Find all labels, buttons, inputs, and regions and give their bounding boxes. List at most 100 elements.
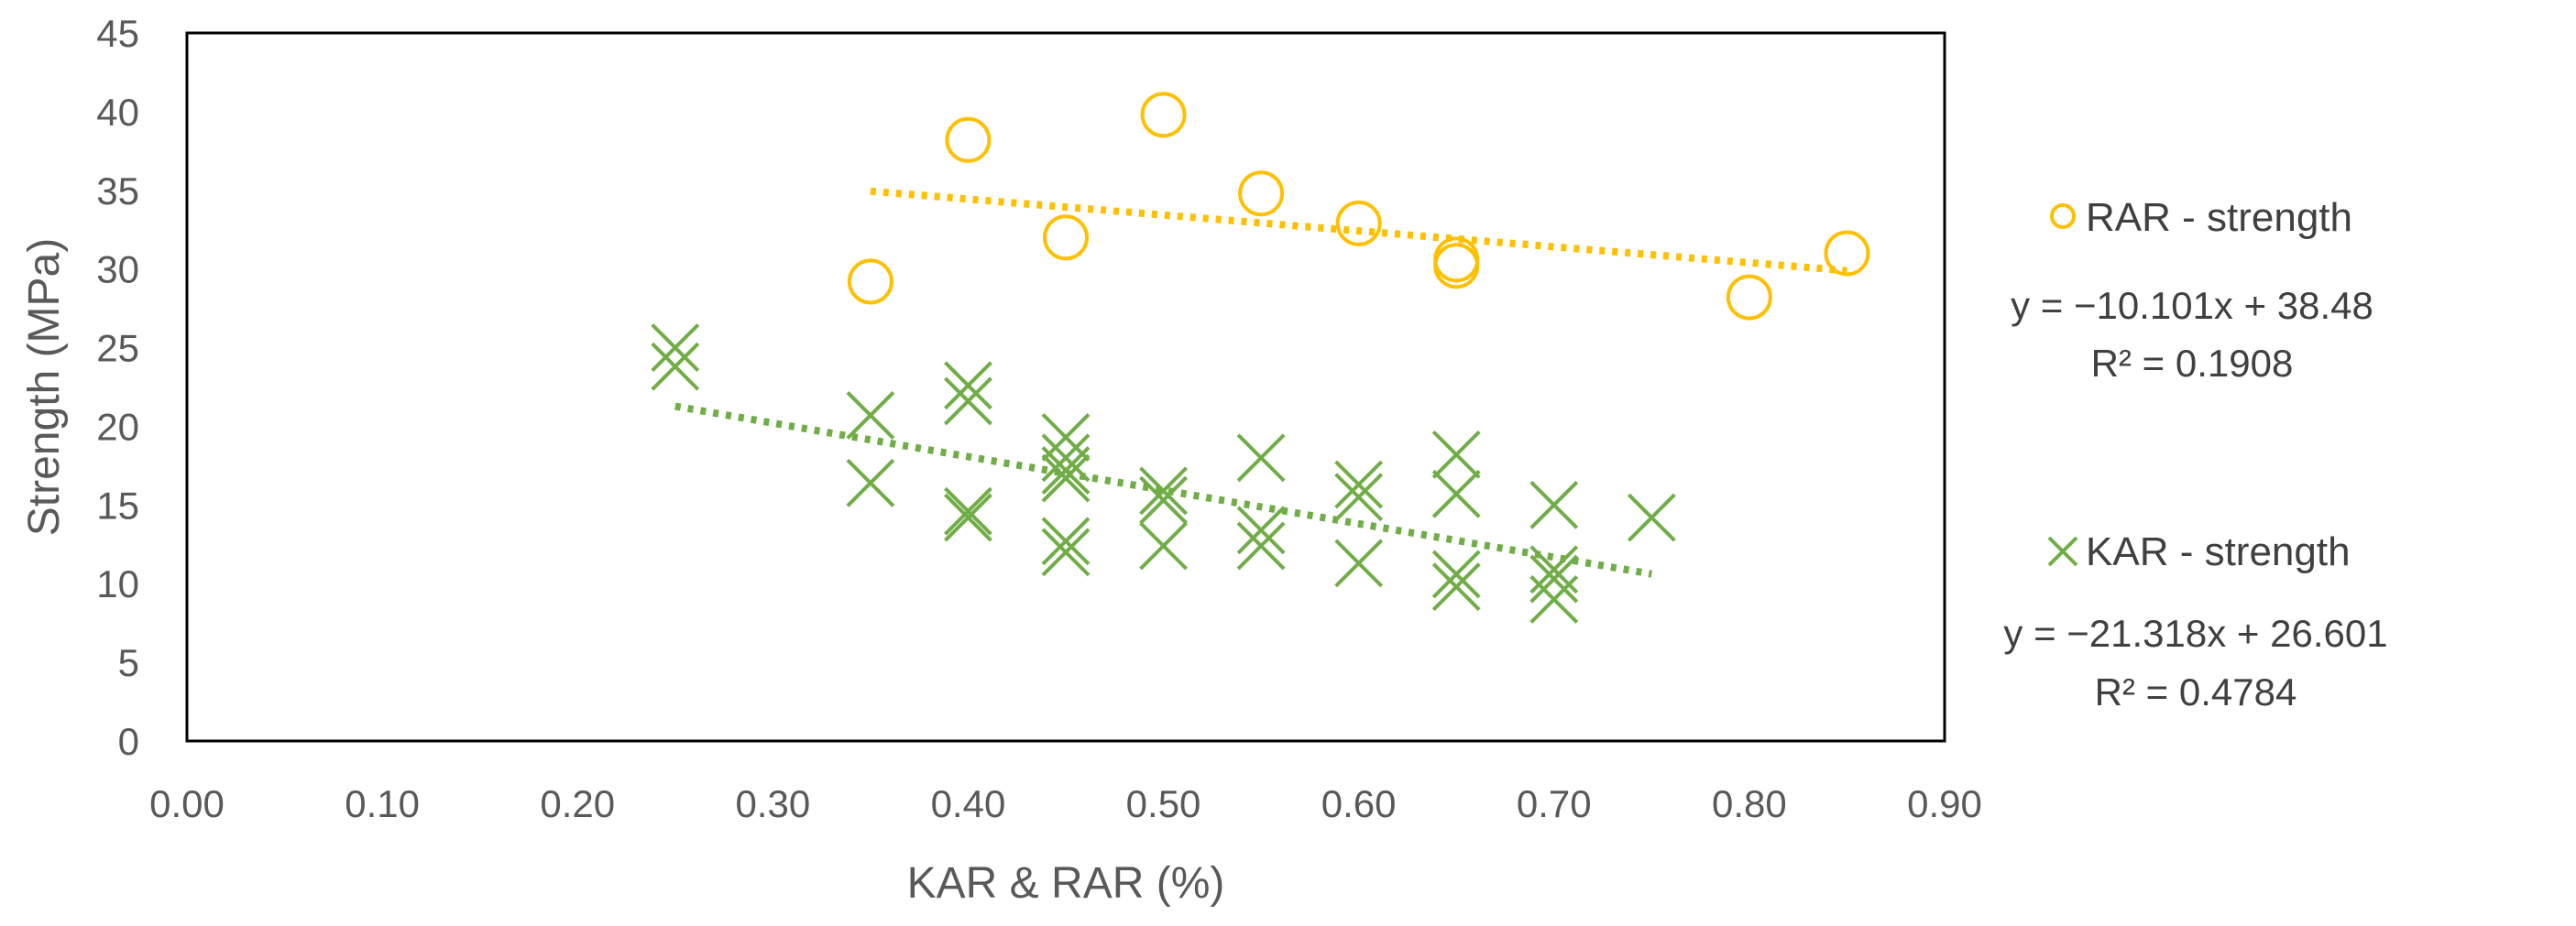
- x-marker-stroke: [1139, 466, 1188, 516]
- x-marker-stroke: [1041, 433, 1091, 483]
- data-point-kar: [1529, 554, 1579, 604]
- x-tick-label: 0.70: [1517, 782, 1592, 825]
- x-axis-title: KAR & RAR (%): [907, 859, 1225, 908]
- x-marker-stroke: [1627, 493, 1676, 542]
- x-marker-stroke: [1529, 480, 1579, 529]
- data-point-rar: [1238, 170, 1285, 217]
- trendline-rar: [870, 187, 1847, 275]
- x-marker-stroke: [1431, 430, 1481, 479]
- x-marker-stroke: [1334, 539, 1384, 588]
- x-marker-stroke: [944, 486, 992, 536]
- plot-frame: [185, 31, 1946, 743]
- data-point-kar: [1041, 528, 1091, 577]
- data-point-kar: [1334, 539, 1384, 588]
- data-point-kar: [846, 391, 895, 440]
- x-marker-stroke: [651, 323, 700, 372]
- x-marker-stroke: [651, 342, 700, 391]
- x-marker-stroke: [1529, 574, 1579, 624]
- legend-label-rar: RAR - strength: [2086, 195, 2352, 240]
- x-marker-stroke: [1236, 521, 1286, 571]
- trendline-r-squared-kar: R² = 0.4784: [2095, 670, 2297, 714]
- trendline-r-squared-rar: R² = 0.1908: [2091, 342, 2294, 385]
- x-marker-stroke: [1041, 517, 1091, 566]
- data-point-kar: [651, 342, 700, 391]
- x-marker-stroke: [1236, 506, 1286, 555]
- x-tick-label: 0.90: [1907, 782, 1982, 825]
- trendline-equation-rar: y = −10.101x + 38.48: [2011, 284, 2373, 327]
- x-marker-stroke: [846, 391, 895, 440]
- data-point-kar: [1431, 562, 1481, 612]
- x-marker-stroke: [1431, 562, 1481, 612]
- x-marker-stroke: [1529, 554, 1579, 604]
- plot-area: [185, 31, 1946, 743]
- legend-x-shape: [2047, 536, 2078, 567]
- legend-marker-circle-icon: [2050, 203, 2076, 229]
- data-point-kar: [1334, 460, 1384, 509]
- data-point-kar: [1529, 480, 1579, 529]
- data-point-rar: [945, 116, 992, 163]
- data-point-kar: [1139, 466, 1188, 516]
- legend-item-kar: KAR - strength y = −21.318x + 26.601 R² …: [2003, 529, 2387, 714]
- x-marker-stroke: [944, 376, 992, 426]
- legend-marker-x-icon: [2047, 536, 2078, 567]
- y-tick-label: 0: [118, 720, 139, 763]
- data-point-kar: [1431, 469, 1481, 518]
- data-point-kar: [1627, 493, 1676, 542]
- data-point-kar: [1139, 521, 1188, 571]
- data-markers: [651, 92, 1870, 624]
- x-marker-stroke: [1431, 469, 1481, 518]
- x-tick-label: 0.50: [1126, 782, 1201, 825]
- data-point-kar: [1236, 506, 1286, 555]
- x-marker-stroke: [1139, 475, 1188, 525]
- y-tick-label: 15: [96, 484, 139, 527]
- data-point-kar: [1041, 453, 1091, 503]
- data-point-kar: [1431, 430, 1481, 479]
- y-tick-label: 40: [96, 91, 139, 134]
- x-marker-stroke: [846, 458, 895, 507]
- data-point-kar: [1334, 473, 1384, 522]
- x-marker-stroke: [1236, 433, 1286, 483]
- x-tick-label: 0.60: [1321, 782, 1397, 825]
- legend: RAR - strength y = −10.101x + 38.48 R² =…: [2003, 195, 2387, 714]
- x-marker-stroke: [1041, 453, 1091, 503]
- x-tick-label: 0.20: [540, 782, 615, 825]
- x-marker-stroke: [1431, 550, 1481, 599]
- y-tick-label: 5: [118, 641, 139, 684]
- x-tick-label: 0.00: [149, 782, 225, 825]
- data-point-kar: [1041, 517, 1091, 566]
- y-tick-label: 20: [96, 405, 139, 448]
- data-point-kar: [944, 376, 992, 426]
- data-point-kar: [944, 361, 992, 410]
- legend-label-kar: KAR - strength: [2086, 529, 2351, 574]
- data-point-kar: [1041, 433, 1091, 483]
- data-point-rar: [1140, 92, 1187, 138]
- legend-item-rar: RAR - strength y = −10.101x + 38.48 R² =…: [2011, 195, 2373, 385]
- data-point-kar: [944, 486, 992, 536]
- y-axis-ticks: 0 5 10 15 20 25 30 35 40 45: [96, 12, 139, 763]
- x-tick-label: 0.40: [931, 782, 1006, 825]
- data-point-rar: [1043, 214, 1089, 261]
- data-point-kar: [1529, 574, 1579, 624]
- data-point-kar: [1139, 475, 1188, 525]
- data-point-rar: [1726, 274, 1772, 321]
- x-marker-stroke: [1334, 473, 1384, 522]
- x-marker-stroke: [1334, 460, 1384, 509]
- data-point-kar: [846, 458, 895, 507]
- x-tick-label: 0.80: [1712, 782, 1787, 825]
- trendline-equation-kar: y = −21.318x + 26.601: [2003, 612, 2387, 655]
- y-tick-label: 10: [96, 562, 139, 605]
- x-marker-stroke: [944, 361, 992, 410]
- x-marker-stroke: [1041, 528, 1091, 577]
- data-point-rar: [1335, 200, 1382, 246]
- data-point-rar: [847, 258, 893, 305]
- x-marker-stroke: [944, 493, 992, 542]
- y-tick-label: 35: [96, 169, 139, 212]
- data-point-kar: [1236, 521, 1286, 571]
- trendlines: [674, 187, 1847, 578]
- data-point-kar: [1431, 550, 1481, 599]
- y-tick-label: 45: [96, 12, 139, 55]
- data-point-rar: [1433, 243, 1480, 289]
- x-axis-ticks: 0.00 0.10 0.20 0.30 0.40 0.50 0.60 0.70 0.80 0.90: [149, 782, 1982, 825]
- x-marker-stroke: [2047, 536, 2078, 567]
